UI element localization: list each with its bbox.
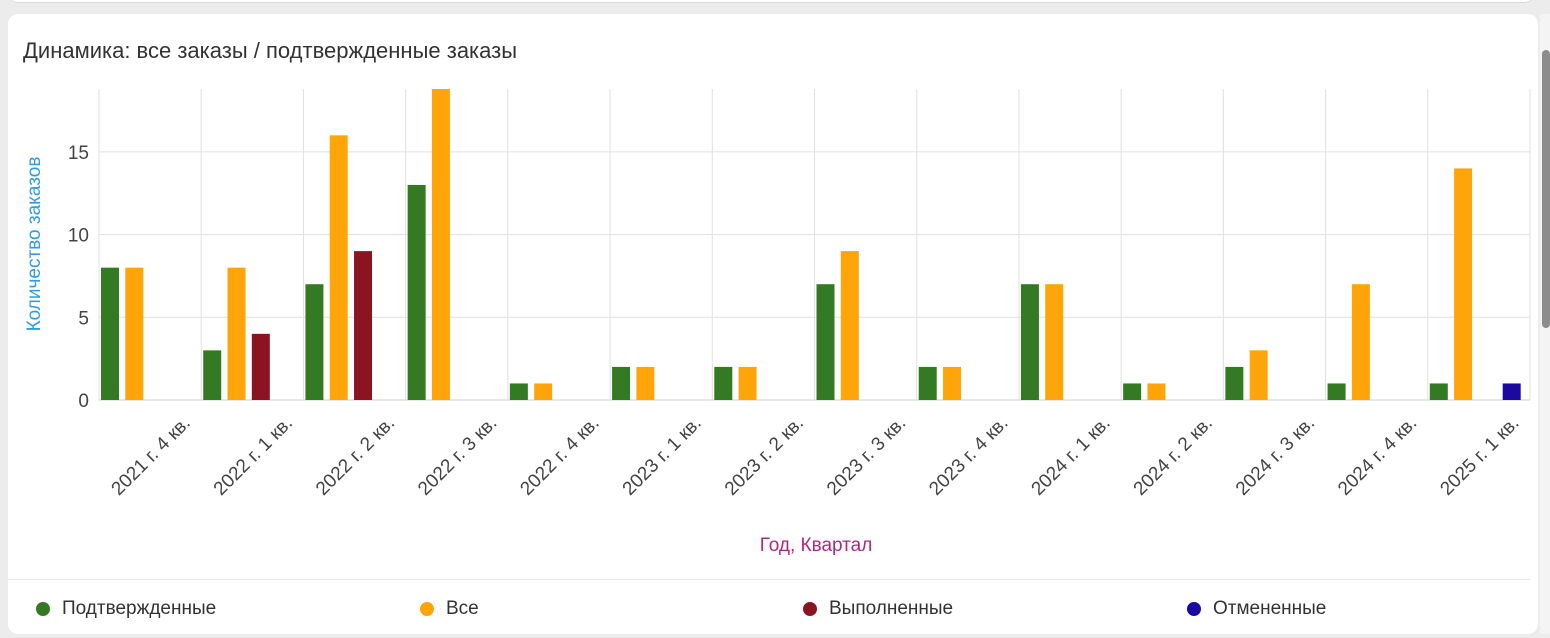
x-tick-label: 2024 г. 4 кв. (1334, 413, 1421, 500)
y-tick-label: 0 (78, 391, 89, 412)
bar-Все (840, 251, 859, 400)
bar-Все (943, 366, 962, 400)
bar-Подтвержденные (714, 366, 733, 400)
bar-Подтвержденные (1429, 383, 1448, 400)
x-tick-label: 2023 г. 2 кв. (721, 413, 808, 500)
bar-Все (1351, 284, 1370, 400)
y-axis-title: Количество заказов (24, 157, 45, 332)
y-tick-label: 10 (68, 226, 89, 247)
previous-card-edge (8, 0, 1534, 3)
scrollbar-thumb[interactable] (1542, 50, 1550, 328)
x-tick-label: 2023 г. 4 кв. (925, 413, 1012, 500)
bar-Выполненные (354, 251, 373, 400)
bar-Все (738, 366, 757, 400)
bar-Подтвержденные (918, 366, 937, 400)
legend-label: Подтвержденные (62, 598, 217, 619)
bar-Подтвержденные (407, 184, 426, 400)
x-tick-label: 2024 г. 1 кв. (1028, 413, 1115, 500)
legend-item[interactable]: Все (420, 594, 479, 624)
chart-legend: Подтвержденные Все Выполненные Отмененные (8, 594, 1538, 624)
bar-Отмененные (1502, 383, 1521, 400)
bar-Подтвержденные (1327, 383, 1346, 400)
x-tick-label: 2024 г. 3 кв. (1232, 413, 1319, 500)
top-strip (0, 0, 1550, 8)
legend-marker (420, 602, 434, 616)
bar-Все (1249, 350, 1268, 400)
bar-Все (636, 366, 655, 400)
x-tick-label: 2023 г. 1 кв. (619, 413, 706, 500)
bar-Подтвержденные (509, 383, 528, 400)
bar-Все (1147, 383, 1166, 400)
legend-label: Все (446, 598, 479, 619)
legend-item[interactable]: Выполненные (803, 594, 953, 624)
legend-label: Отмененные (1213, 598, 1327, 619)
chart-card: Динамика: все заказы / подтвержденные за… (8, 14, 1538, 634)
x-tick-label: 2024 г. 2 кв. (1130, 413, 1217, 500)
bar-Подтвержденные (203, 350, 222, 400)
legend-divider (8, 579, 1530, 580)
x-tick-label: 2025 г. 1 кв. (1436, 413, 1523, 500)
bar-Все (329, 135, 348, 400)
legend-marker (1187, 602, 1201, 616)
x-tick-label: 2023 г. 3 кв. (823, 413, 910, 500)
legend-marker (36, 602, 50, 616)
bar-Подтвержденные (305, 284, 324, 400)
bar-Все (1045, 284, 1064, 400)
bar-Все (534, 383, 553, 400)
bar-Все (1454, 168, 1473, 400)
legend-item[interactable]: Отмененные (1187, 594, 1326, 624)
x-tick-label: 2022 г. 3 кв. (414, 413, 501, 500)
y-tick-label: 15 (68, 143, 89, 164)
bar-Подтвержденные (816, 284, 835, 400)
x-tick-label: 2021 г. 4 кв. (108, 413, 195, 500)
x-tick-label: 2022 г. 1 кв. (210, 413, 297, 500)
bar-Подтвержденные (612, 366, 631, 400)
bar-Выполненные (251, 333, 270, 400)
bar-Подтвержденные (1225, 366, 1244, 400)
x-tick-label: 2022 г. 2 кв. (312, 413, 399, 500)
x-tick-label: 2022 г. 4 кв. (516, 413, 603, 500)
bar-Подтвержденные (1020, 284, 1039, 400)
x-axis-title: Год, Квартал (760, 535, 873, 556)
bar-Подтвержденные (1123, 383, 1142, 400)
y-tick-label: 5 (78, 308, 89, 329)
bar-Все (227, 267, 246, 400)
chart-title: Динамика: все заказы / подтвержденные за… (23, 38, 518, 63)
bar-Все (125, 267, 144, 400)
legend-label: Выполненные (829, 598, 954, 619)
legend-marker (803, 602, 817, 616)
legend-item[interactable]: Подтвержденные (36, 594, 216, 624)
bar-Все (431, 89, 450, 400)
bar-Подтвержденные (101, 267, 119, 400)
